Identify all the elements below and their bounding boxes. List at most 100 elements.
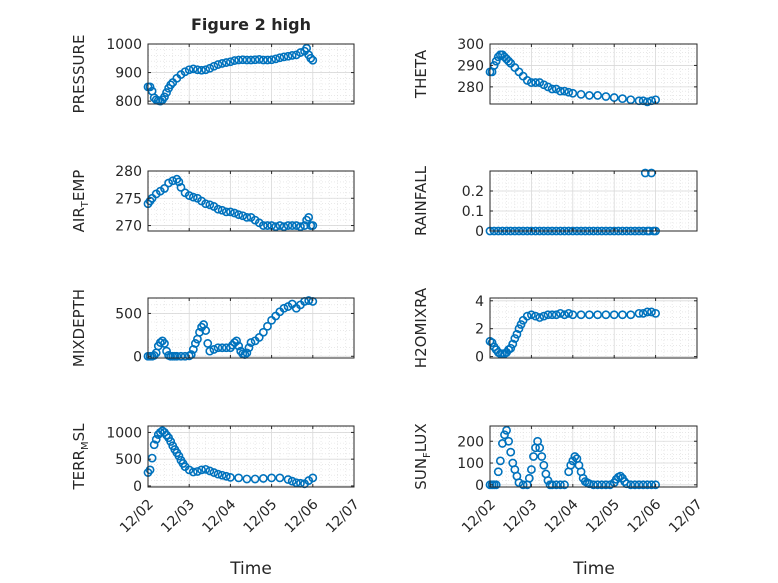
data-point — [626, 310, 636, 320]
data-point — [221, 207, 231, 217]
y-tick-label: 0 — [475, 224, 484, 240]
data-point — [205, 63, 215, 73]
subplot-6: 0 2 4 H2OMIXRA — [412, 287, 698, 368]
data-point — [560, 310, 569, 320]
data-point — [174, 177, 184, 187]
plot-area — [148, 171, 354, 231]
y-tick-label: 1000 — [106, 425, 142, 441]
data-point — [213, 343, 223, 353]
data-point — [147, 453, 157, 463]
axes-box — [489, 170, 698, 232]
data-point — [193, 467, 202, 476]
y-tick-label: 275 — [115, 191, 142, 207]
data-point — [205, 466, 215, 476]
y-axis-label-rest: EMP — [70, 170, 88, 201]
data-point — [551, 480, 561, 490]
data-point — [560, 480, 569, 490]
data-point — [539, 311, 549, 321]
y-tick-label: 0 — [475, 350, 484, 366]
data-point — [504, 436, 514, 446]
data-point — [535, 443, 545, 453]
plot-area — [490, 426, 697, 487]
data-point — [535, 313, 545, 322]
data-point — [184, 191, 194, 200]
data-point — [275, 53, 285, 63]
data-point — [642, 97, 652, 107]
data-point — [547, 84, 557, 94]
data-point — [225, 57, 235, 67]
data-point — [601, 480, 611, 490]
data-point — [630, 480, 640, 490]
data-point — [213, 469, 223, 479]
data-point — [547, 480, 557, 490]
data-point — [593, 310, 603, 320]
x-tick-label: 12/06 — [282, 496, 322, 536]
data-point — [279, 52, 289, 62]
data-point — [184, 65, 194, 75]
data-point — [275, 221, 285, 230]
data-point — [263, 221, 272, 230]
plot-area — [148, 298, 354, 358]
data-point — [176, 351, 186, 361]
data-point — [626, 95, 636, 105]
data-point — [263, 55, 272, 65]
y-tick-label: 4 — [475, 294, 484, 310]
data-point — [258, 474, 268, 483]
data-point — [527, 465, 536, 474]
data-point — [640, 168, 650, 178]
data-point — [304, 212, 314, 222]
y-tick-label: 100 — [457, 456, 484, 472]
data-point — [524, 473, 534, 483]
data-point — [205, 200, 215, 210]
plot-area — [490, 298, 697, 358]
data-point — [609, 310, 619, 320]
y-axis-label-main: AIR — [70, 207, 88, 232]
y-axis-label: PRESSURE — [70, 35, 88, 114]
data-point — [190, 339, 200, 348]
data-point — [566, 460, 576, 470]
y-tick-label: 900 — [115, 66, 142, 82]
data-point — [547, 310, 557, 320]
data-point — [308, 473, 318, 483]
data-point — [529, 452, 538, 461]
data-point — [166, 437, 176, 446]
data-point — [564, 87, 574, 97]
data-point — [145, 82, 155, 92]
data-point — [527, 310, 536, 320]
y-tick-label: 500 — [115, 306, 142, 322]
data-point — [601, 310, 611, 320]
data-point — [149, 440, 159, 450]
data-point — [283, 475, 293, 484]
data-point — [188, 192, 198, 202]
y-tick-label: 290 — [457, 58, 484, 74]
data-point — [234, 210, 244, 220]
data-point — [576, 310, 586, 320]
y-axis-label: SUNFLUX — [412, 423, 433, 489]
data-point — [555, 86, 565, 96]
data-point — [291, 221, 301, 230]
data-point — [267, 55, 276, 65]
data-point — [217, 470, 227, 480]
data-point — [300, 221, 309, 230]
data-point — [275, 473, 285, 483]
data-point — [576, 89, 586, 99]
subplot-3: 270 275 280 AIRTEMP — [70, 164, 355, 235]
data-point — [593, 480, 603, 490]
data-point — [491, 56, 501, 66]
subplot-5: 0 500 MIXDEPTH — [70, 289, 355, 367]
data-point — [642, 307, 652, 317]
data-point — [279, 222, 289, 232]
data-point — [543, 310, 553, 320]
axes-box — [489, 425, 698, 488]
y-tick-label: 0.1 — [462, 204, 484, 220]
data-point — [564, 308, 574, 318]
data-point — [584, 91, 594, 100]
data-point — [217, 59, 227, 68]
axes-box — [147, 43, 355, 105]
data-point — [174, 451, 184, 461]
data-point — [495, 456, 505, 466]
subplot-1: 800 900 1000 PRESSURE — [70, 35, 355, 114]
data-point — [160, 92, 169, 102]
data-point — [197, 65, 206, 75]
data-point — [188, 467, 198, 477]
